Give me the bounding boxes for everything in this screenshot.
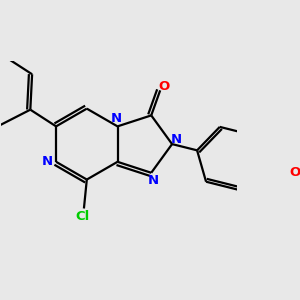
Text: N: N bbox=[147, 174, 158, 187]
Text: Cl: Cl bbox=[75, 210, 89, 223]
Text: O: O bbox=[158, 80, 169, 93]
Text: N: N bbox=[42, 155, 53, 168]
Text: N: N bbox=[171, 133, 182, 146]
Text: N: N bbox=[110, 112, 122, 125]
Text: O: O bbox=[289, 166, 300, 179]
